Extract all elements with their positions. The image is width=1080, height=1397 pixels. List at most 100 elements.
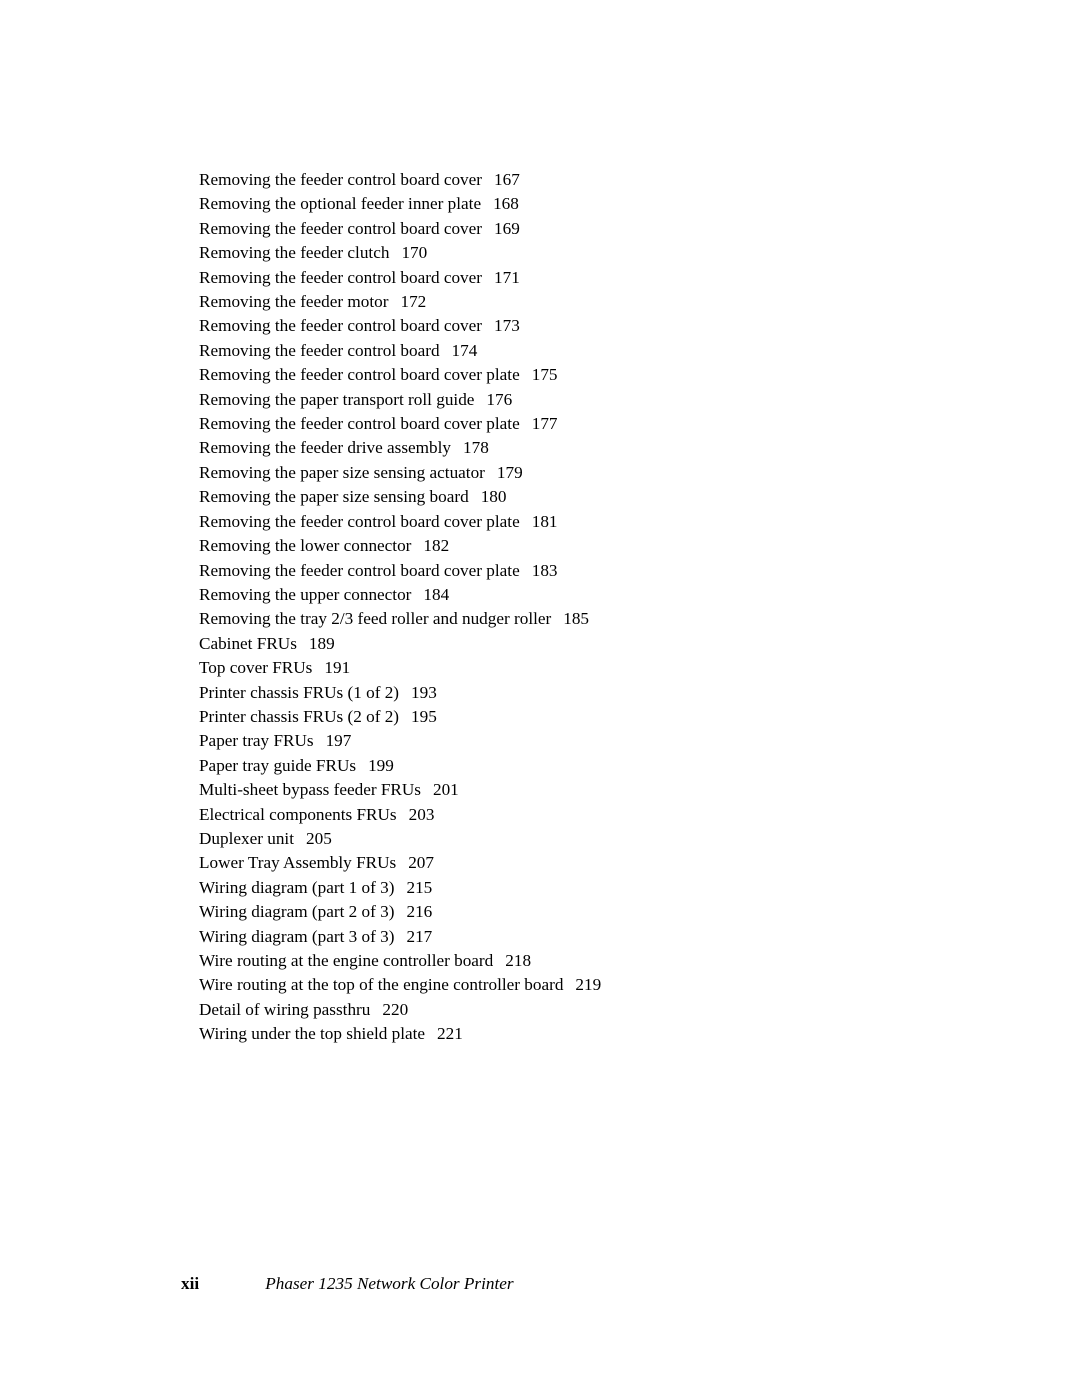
toc-entry: Electrical components FRUs 203	[199, 803, 919, 827]
toc-entry-page: 203	[409, 805, 435, 824]
toc-entry: Removing the feeder motor 172	[199, 290, 919, 314]
toc-entry-page: 184	[423, 585, 449, 604]
toc-entry: Paper tray guide FRUs199	[199, 754, 919, 778]
toc-entry-title: Cabinet FRUs	[199, 634, 297, 653]
toc-entry: Removing the feeder control board cover …	[199, 363, 919, 387]
toc-entry-title: Wire routing at the top of the engine co…	[199, 975, 563, 994]
toc-entry: Removing the feeder drive assembly 178	[199, 436, 919, 460]
toc-entry-page: 173	[494, 316, 520, 335]
toc-entry-title: Removing the lower connector	[199, 536, 411, 555]
toc-entry: Removing the paper transport roll guide 1…	[199, 388, 919, 412]
toc-entry-page: 191	[324, 658, 350, 677]
toc-entry-page: 183	[532, 561, 558, 580]
toc-entry-page: 189	[309, 634, 335, 653]
toc-entry-title: Removing the feeder motor	[199, 292, 388, 311]
toc-entry: Removing the feeder control board cover 1…	[199, 314, 919, 338]
toc-entry-page: 177	[532, 414, 558, 433]
toc-entry-page: 219	[575, 975, 601, 994]
toc-entry-title: Removing the feeder control board cover	[199, 268, 482, 287]
toc-entry-title: Wire routing at the engine controller bo…	[199, 951, 493, 970]
toc-entry: Removing the feeder control board cover …	[199, 412, 919, 436]
toc-entry: Removing the feeder clutch 170	[199, 241, 919, 265]
toc-entry: Wiring diagram (part 1 of 3) 215	[199, 876, 919, 900]
toc-entry-title: Wiring diagram (part 3 of 3)	[199, 927, 394, 946]
toc-entry: Wiring under the top shield plate221	[199, 1022, 919, 1046]
toc-entry: Printer chassis FRUs (1 of 2)193	[199, 681, 919, 705]
toc-entry: Removing the tray 2/3 feed roller and nu…	[199, 607, 919, 631]
toc-entry-page: 218	[505, 951, 531, 970]
toc-entry-page: 199	[368, 756, 394, 775]
toc-entry-page: 201	[433, 780, 459, 799]
toc-entry-page: 181	[532, 512, 558, 531]
toc-entry: Top cover FRUs 191	[199, 656, 919, 680]
toc-entry-title: Removing the upper connector	[199, 585, 411, 604]
toc-entry-title: Removing the feeder control board cover	[199, 170, 482, 189]
toc-entry-title: Detail of wiring passthru	[199, 1000, 370, 1019]
toc-entry-page: 178	[463, 438, 489, 457]
toc-entry-title: Removing the paper transport roll guide	[199, 390, 474, 409]
toc-entry: Removing the optional feeder inner plate…	[199, 192, 919, 216]
toc-entry-page: 215	[406, 878, 432, 897]
toc-entry: Wire routing at the engine controller bo…	[199, 949, 919, 973]
toc-entry-page: 205	[306, 829, 332, 848]
toc-entry-page: 174	[452, 341, 478, 360]
toc-entry: Removing the feeder control board cover …	[199, 559, 919, 583]
toc-entry-page: 185	[563, 609, 589, 628]
toc-entry-page: 179	[497, 463, 523, 482]
page-number: xii	[181, 1274, 261, 1294]
footer-title: Phaser 1235 Network Color Printer	[265, 1274, 513, 1293]
toc-entry-page: 175	[532, 365, 558, 384]
toc-entry-title: Removing the feeder control board cover …	[199, 512, 520, 531]
toc-entry-page: 172	[400, 292, 426, 311]
toc-entry-page: 216	[406, 902, 432, 921]
toc-entry-title: Removing the feeder control board cover …	[199, 365, 520, 384]
toc-entry: Removing the feeder control board cover 1…	[199, 217, 919, 241]
toc-entry-title: Electrical components FRUs	[199, 805, 397, 824]
toc-entry: Removing the feeder control board cover 1…	[199, 266, 919, 290]
toc-entry-page: 169	[494, 219, 520, 238]
toc-entry-title: Removing the feeder control board cover	[199, 219, 482, 238]
toc-entry-page: 176	[486, 390, 512, 409]
toc-entry: Removing the upper connector 184	[199, 583, 919, 607]
toc-entry: Removing the feeder control board 174	[199, 339, 919, 363]
toc-entry: Printer chassis FRUs (2 of 2)195	[199, 705, 919, 729]
toc-entry-page: 221	[437, 1024, 463, 1043]
toc-entry-page: 168	[493, 194, 519, 213]
toc-entry-title: Removing the feeder control board	[199, 341, 440, 360]
toc-entry: Paper tray FRUs197	[199, 729, 919, 753]
toc-content: Removing the feeder control board cover 1…	[199, 168, 919, 1047]
toc-entry: Removing the feeder control board cover …	[199, 510, 919, 534]
toc-entry-page: 171	[494, 268, 520, 287]
toc-entry: Multi-sheet bypass feeder FRUs 201	[199, 778, 919, 802]
toc-entry-title: Removing the feeder drive assembly	[199, 438, 451, 457]
toc-entry: Wire routing at the top of the engine co…	[199, 973, 919, 997]
toc-entry-title: Printer chassis FRUs (1 of 2)	[199, 683, 399, 702]
toc-entry-title: Top cover FRUs	[199, 658, 312, 677]
toc-entry-title: Removing the paper size sensing actuator	[199, 463, 485, 482]
toc-entry: Wiring diagram (part 3 of 3) 217	[199, 925, 919, 949]
toc-entry: Lower Tray Assembly FRUs 207	[199, 851, 919, 875]
toc-entry: Cabinet FRUs 189	[199, 632, 919, 656]
toc-entry-title: Multi-sheet bypass feeder FRUs	[199, 780, 421, 799]
page-footer: xii Phaser 1235 Network Color Printer	[181, 1274, 901, 1294]
toc-entry-page: 207	[408, 853, 434, 872]
toc-entry-page: 167	[494, 170, 520, 189]
toc-entry-title: Removing the feeder control board cover	[199, 316, 482, 335]
toc-entry: Removing the paper size sensing actuator…	[199, 461, 919, 485]
toc-entry-title: Removing the feeder control board cover …	[199, 561, 520, 580]
toc-entry-page: 180	[481, 487, 507, 506]
toc-entry: Wiring diagram (part 2 of 3)216	[199, 900, 919, 924]
toc-entry-title: Removing the feeder clutch	[199, 243, 389, 262]
toc-entry: Duplexer unit205	[199, 827, 919, 851]
toc-entry: Detail of wiring passthru 220	[199, 998, 919, 1022]
toc-entry-title: Paper tray FRUs	[199, 731, 314, 750]
toc-entry-title: Wiring diagram (part 1 of 3)	[199, 878, 394, 897]
toc-entry-page: 217	[406, 927, 432, 946]
toc-entry-title: Lower Tray Assembly FRUs	[199, 853, 396, 872]
toc-entry-page: 170	[401, 243, 427, 262]
toc-entry-page: 220	[382, 1000, 408, 1019]
toc-entry-title: Removing the optional feeder inner plate	[199, 194, 481, 213]
toc-entry-title: Removing the tray 2/3 feed roller and nu…	[199, 609, 551, 628]
toc-entry-page: 195	[411, 707, 437, 726]
toc-entry: Removing the feeder control board cover 1…	[199, 168, 919, 192]
